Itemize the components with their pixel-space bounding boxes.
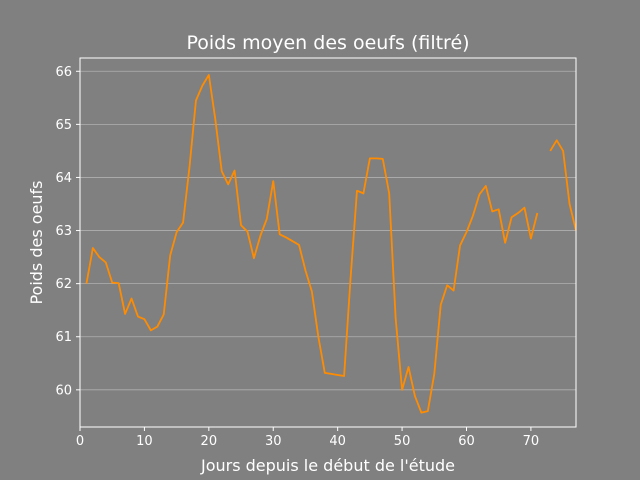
x-tick-label: 70 <box>523 434 540 449</box>
plot-area <box>80 58 576 427</box>
gridlines <box>80 70 576 391</box>
y-tick-label: 60 <box>55 383 72 398</box>
x-tick-label: 40 <box>329 434 346 449</box>
axes-box <box>79 57 577 428</box>
x-tick-label: 60 <box>458 434 475 449</box>
y-tick-label: 63 <box>55 224 72 239</box>
x-tick-label: 0 <box>76 434 84 449</box>
y-tick-label: 66 <box>55 65 72 80</box>
y-axis: 60 61 62 63 64 65 66 <box>55 65 80 398</box>
x-axis: 0 10 20 30 40 50 60 70 <box>76 427 539 449</box>
chart-title: Poids moyen des oeufs (filtré) <box>186 32 469 54</box>
data-series <box>85 74 577 414</box>
x-tick-label: 20 <box>201 434 218 449</box>
y-tick-label: 65 <box>55 118 72 133</box>
y-tick-label: 61 <box>55 330 72 345</box>
x-tick-label: 30 <box>265 434 282 449</box>
x-axis-label: Jours depuis le début de l'étude <box>200 456 455 475</box>
x-tick-label: 50 <box>394 434 411 449</box>
plot-frame <box>79 57 577 428</box>
y-axis-label: Poids des oeufs <box>27 180 46 304</box>
y-tick-label: 64 <box>55 171 72 186</box>
x-tick-label: 10 <box>136 434 153 449</box>
y-tick-label: 62 <box>55 277 72 292</box>
